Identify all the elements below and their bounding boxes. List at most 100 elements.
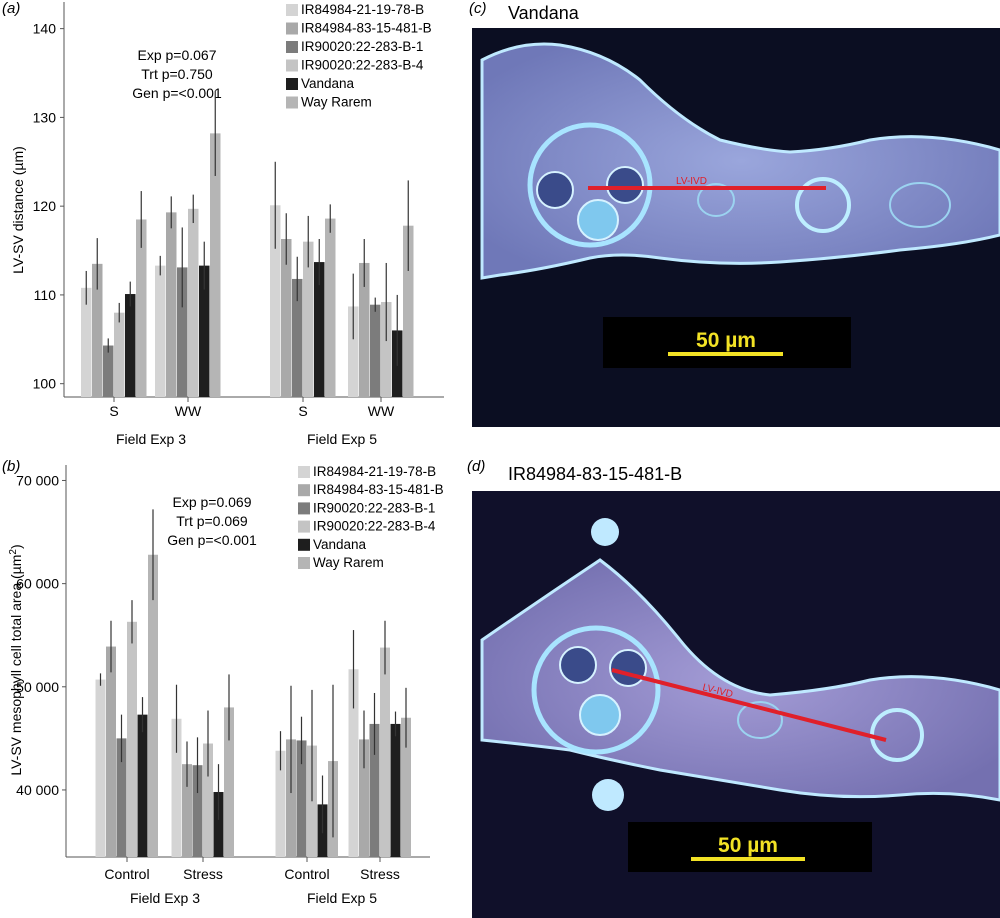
chart-b-ylabel-sup: 2 [8,549,19,555]
bar [381,302,392,397]
bar [348,669,359,857]
micrograph-d-phloem [579,694,621,736]
panel-b-tag: (b) [2,458,20,475]
x-tick-label: Control [284,866,329,882]
bar [188,208,199,397]
micrograph-c-vessel-2 [606,166,644,204]
micrograph-d: LV-IVD 50 µm [472,491,1000,918]
bar [296,740,307,857]
legend-swatch [286,4,298,16]
x-tick-label: Stress [360,866,400,882]
y-tick-label: 120 [33,198,57,214]
x-tick-label: Stress [183,866,223,882]
bar [270,205,281,397]
bar [114,312,125,397]
legend-entry: IR84984-21-19-78-B [301,2,424,17]
chart-a-stat-trt: Trt p=0.750 [141,66,213,82]
chart-a-stat-exp: Exp p=0.067 [137,47,216,63]
micrograph-c-vessel-1 [536,171,574,209]
chart-b-stat-trt: Trt p=0.069 [176,513,248,529]
legend-entry: IR84984-83-15-481-B [301,21,432,36]
bar [192,765,203,857]
bar [92,263,103,397]
micrograph-d-scalebar-label: 50 µm [718,834,778,857]
bar [359,262,370,397]
y-tick-label: 50 000 [16,679,59,695]
bar [314,262,325,397]
bar [286,739,296,857]
x-tick-label: S [109,403,118,419]
group-label: Field Exp 3 [130,890,200,906]
legend-swatch [298,484,310,497]
legend-entry: Way Rarem [301,95,372,110]
y-tick-label: 100 [33,376,57,392]
x-tick-label: Control [104,866,149,882]
y-tick-label: 40 000 [16,782,59,798]
legend-entry: IR90020:22-283-B-4 [313,519,436,534]
bar [401,717,411,857]
bar [166,212,177,397]
chart-b-ylabel-end: ) [8,544,24,549]
legend-swatch [286,96,298,109]
bar [203,743,213,857]
bar [403,225,414,397]
legend-entry: IR90020:22-283-B-4 [301,58,424,73]
panel-a-tag: (a) [2,0,20,17]
bar [148,554,158,857]
bar [125,294,136,397]
bar [303,241,314,397]
chart-a-ylabel: LV-SV distance (µm) [10,146,26,274]
bar [95,679,106,857]
micrograph-c: LV-IVD 50 µm [472,28,1000,427]
x-tick-label: S [298,403,307,419]
legend-swatch [286,78,298,90]
bar [103,345,114,397]
chart-a-stat-gen: Gen p=<0.001 [132,85,222,101]
chart-b: LV-SV mesophyll cell total area (µm2) Ex… [8,464,444,906]
x-tick-label: WW [368,403,395,419]
legend-swatch [298,502,310,515]
panel-d-title: IR84984-83-15-481-B [508,464,682,484]
micrograph-d-vessel-1 [559,646,597,684]
y-tick-label: 130 [33,109,57,125]
micrograph-d-scalebar-box [628,822,872,872]
bar [136,219,147,397]
y-tick-label: 140 [33,21,57,37]
micrograph-c-bulliform-2 [889,182,951,228]
bar [106,646,116,857]
micrograph-d-vein-outer [531,625,661,755]
micrograph-c-vein [527,122,951,248]
bar [210,133,221,397]
micrograph-d-papilla-bottom [592,779,624,811]
y-tick-label: 110 [34,287,57,303]
micrograph-c-scalebar-box [603,317,851,368]
legend-entry: IR90020:22-283-B-1 [301,39,423,54]
bar [182,764,192,857]
bar [292,278,303,397]
legend-entry: IR84984-21-19-78-B [313,464,436,479]
bar [177,267,188,397]
group-label: Field Exp 5 [307,890,377,906]
micrograph-d-papilla-top [591,518,619,546]
legend-entry: Way Rarem [313,555,384,570]
bar [370,304,381,397]
chart-b-stat-gen: Gen p=<0.001 [167,532,257,548]
chart-a-stats: Exp p=0.067 Trt p=0.750 Gen p=<0.001 [132,47,222,101]
micrograph-d-measure-line [611,668,887,742]
micrograph-c-bulliform-1 [697,183,735,217]
chart-b-ylabel: LV-SV mesophyll cell total area (µm2) [8,544,25,775]
bar [369,723,380,857]
legend-swatch [298,466,310,478]
legend-entry: IR90020:22-283-B-1 [313,500,435,515]
panel-d-tag: (d) [467,458,485,475]
bar [171,718,182,857]
legend-swatch [286,59,298,72]
micrograph-c-measure-label: LV-IVD [676,176,707,187]
panel-d: (d) IR84984-83-15-481-B LV-IVD 50 µm [467,458,1000,918]
legend-swatch [298,520,310,533]
chart-b-stats: Exp p=0.069 Trt p=0.069 Gen p=<0.001 [167,494,257,548]
panel-c-tag: (c) [469,0,487,17]
legend-entry: IR84984-83-15-481-B [313,482,444,497]
micrograph-d-bulliform [737,701,783,739]
